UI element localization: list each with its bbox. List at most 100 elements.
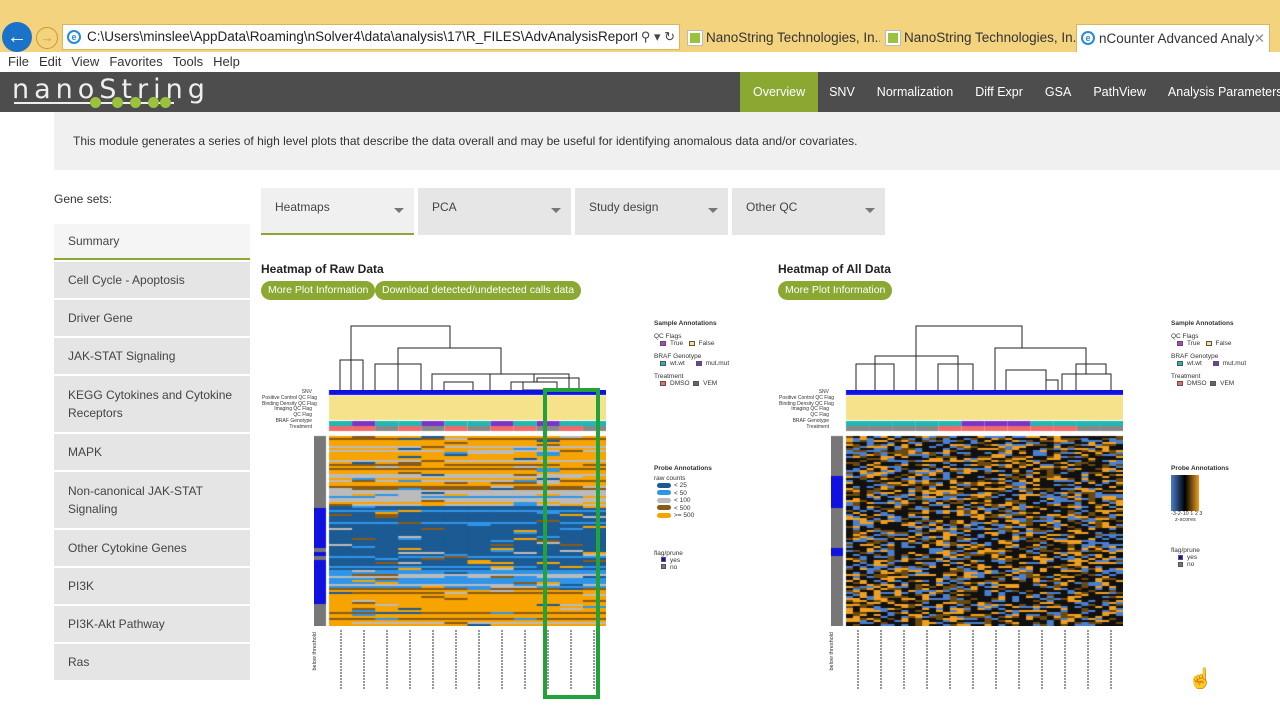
annotation-row-label: SNV xyxy=(818,389,829,395)
annotation-row-label: SNV xyxy=(301,389,312,395)
probe-annotations-title: Probe Annotations xyxy=(654,465,712,472)
back-button[interactable]: ← xyxy=(2,22,32,52)
dropdown-heatmaps[interactable]: Heatmaps xyxy=(261,188,414,235)
qc-flags-legend: True False xyxy=(1177,340,1246,347)
sidebar-item-ras[interactable]: Ras xyxy=(54,644,250,680)
sample-column-label xyxy=(926,630,928,690)
raw-counts-label: raw counts xyxy=(654,475,686,482)
legend-label: yes xyxy=(1187,554,1198,561)
dropdown-other-qc[interactable]: Other QC xyxy=(732,188,885,235)
sidebar-item-pi3k[interactable]: PI3K xyxy=(54,568,250,604)
treatment-label: Treatment xyxy=(1171,373,1201,380)
nav-diff-expr[interactable]: Diff Expr xyxy=(975,85,1023,99)
sidebar-item-summary[interactable]: Summary xyxy=(54,224,250,260)
dropdown-study-design[interactable]: Study design xyxy=(575,188,728,235)
sample-column-label xyxy=(547,630,549,690)
sample-column-label xyxy=(1110,630,1112,690)
legend-label: mut.mut xyxy=(1222,360,1247,367)
sidebar-item-non-canonical-jak-stat-signaling[interactable]: Non-canonical JAK-STAT Signaling xyxy=(54,472,250,528)
logo: nanoString xyxy=(12,74,210,105)
dendrogram-branch xyxy=(1061,373,1112,390)
sidebar-item-label: KEGG Cytokines and Cytokine Receptors xyxy=(68,388,233,420)
sidebar-item-pi3k-akt-pathway[interactable]: PI3K-Akt Pathway xyxy=(54,606,250,642)
dendrogram-branch xyxy=(855,363,895,390)
swatch xyxy=(1178,561,1183,567)
dendrogram-branch xyxy=(339,359,364,390)
tab-label: NanoString Technologies, In... xyxy=(706,30,880,45)
sample-column-label xyxy=(501,630,503,690)
nav-pathview[interactable]: PathView xyxy=(1093,85,1146,99)
favicon-icon xyxy=(687,30,703,46)
sample-column-label xyxy=(972,630,974,690)
legend-label: False xyxy=(698,340,715,347)
sample-column-label xyxy=(1064,630,1066,690)
nav-overview[interactable]: Overview xyxy=(740,72,819,112)
sidebar-item-mapk[interactable]: MAPK xyxy=(54,434,250,470)
count-legend-item: < 500 xyxy=(657,505,729,513)
sidebar-item-other-cytokine-genes[interactable]: Other Cytokine Genes xyxy=(54,530,250,566)
sidebar-item-label: Cell Cycle - Apoptosis xyxy=(68,273,185,287)
flag-no: no xyxy=(661,564,729,571)
braf-label: BRAF Genotype xyxy=(1171,353,1219,360)
menu-help[interactable]: Help xyxy=(213,54,240,69)
more-plot-info-button[interactable]: More Plot Information xyxy=(261,281,376,300)
raw-heatmap-title: Heatmap of Raw Data xyxy=(261,262,384,276)
swatch xyxy=(661,557,666,563)
menu-favorites[interactable]: Favorites xyxy=(109,54,163,69)
sample-column-label xyxy=(995,630,997,690)
sample-column-label xyxy=(593,630,595,690)
dendrogram-branch xyxy=(1045,379,1059,390)
legend-label: DMSO xyxy=(670,380,690,387)
nav-normalization[interactable]: Normalization xyxy=(876,85,954,99)
qc-flags-legend: True False xyxy=(660,340,729,347)
tab-label: nCounter Advanced Analy... xyxy=(1099,31,1265,46)
braf-legend: wt.wt mut.mut xyxy=(660,360,729,367)
swatch xyxy=(657,482,671,488)
close-icon[interactable]: ✕ xyxy=(1253,25,1265,52)
count-legend-item: < 25 xyxy=(657,482,729,490)
sidebar-item-jak-stat-signaling[interactable]: JAK-STAT Signaling xyxy=(54,338,250,374)
legend-label: >= 500 xyxy=(674,512,695,519)
legend-label: DMSO xyxy=(1187,380,1207,387)
search-refresh-icons[interactable]: ⚲ ▾ ↻ xyxy=(636,25,675,49)
swatch xyxy=(657,490,671,496)
dendrogram-branch xyxy=(536,377,580,390)
menu-file[interactable]: File xyxy=(8,54,29,69)
nav-snv[interactable]: SNV xyxy=(829,85,855,99)
swatch xyxy=(1177,340,1183,346)
raw-legend: Sample Annotations QC Flags True False B… xyxy=(654,320,729,571)
swatch xyxy=(660,340,666,346)
dendrogram-branch xyxy=(350,325,451,390)
swatch xyxy=(657,505,671,511)
browser-tab[interactable]: NanoString Technologies, In... xyxy=(684,24,880,52)
legend-label: wt.wt xyxy=(670,360,685,367)
sidebar-item-driver-gene[interactable]: Driver Gene xyxy=(54,300,250,336)
nav-gsa[interactable]: GSA xyxy=(1044,85,1072,99)
logo-dot xyxy=(130,97,141,108)
menu-view[interactable]: View xyxy=(71,54,100,69)
forward-button[interactable]: → xyxy=(36,27,58,49)
nav-analysis-parameters[interactable]: Analysis Parameters xyxy=(1167,85,1280,99)
count-legend-item: < 100 xyxy=(657,497,729,505)
sidebar-item-label: JAK-STAT Signaling xyxy=(68,349,176,363)
annotation-row-label: QC Flag xyxy=(810,412,829,419)
download-calls-button[interactable]: Download detected/undetected calls data xyxy=(375,281,582,300)
sample-column-label xyxy=(363,630,365,690)
sample-column-label xyxy=(524,630,526,690)
annotation-row-label: Imaging QC Flag xyxy=(274,406,312,413)
menu-edit[interactable]: Edit xyxy=(38,54,62,69)
menu-tools[interactable]: Tools xyxy=(172,54,204,69)
legend-label: False xyxy=(1215,340,1232,347)
browser-tab[interactable]: NanoString Technologies, In... xyxy=(882,24,1076,52)
dropdown-pca[interactable]: PCA xyxy=(418,188,571,235)
all-data-heatmap xyxy=(831,390,1123,626)
more-plot-info-button[interactable]: More Plot Information xyxy=(778,281,893,300)
intro-text: This module generates a series of high l… xyxy=(54,112,1280,170)
annotation-row-label: QC Flag xyxy=(293,412,312,419)
raw-dendrogram xyxy=(339,325,580,391)
annotation-row-label: Binding Density QC Flag xyxy=(262,400,317,407)
sidebar-item-kegg-cytokines-and-cytokine-receptors[interactable]: KEGG Cytokines and Cytokine Receptors xyxy=(54,376,250,432)
sidebar-item-cell-cycle-apoptosis[interactable]: Cell Cycle - Apoptosis xyxy=(54,262,250,298)
browser-tab-active[interactable]: e nCounter Advanced Analy... ✕ xyxy=(1076,24,1270,52)
address-bar[interactable]: e C:\Users\minslee\AppData\Roaming\nSolve… xyxy=(62,24,680,50)
